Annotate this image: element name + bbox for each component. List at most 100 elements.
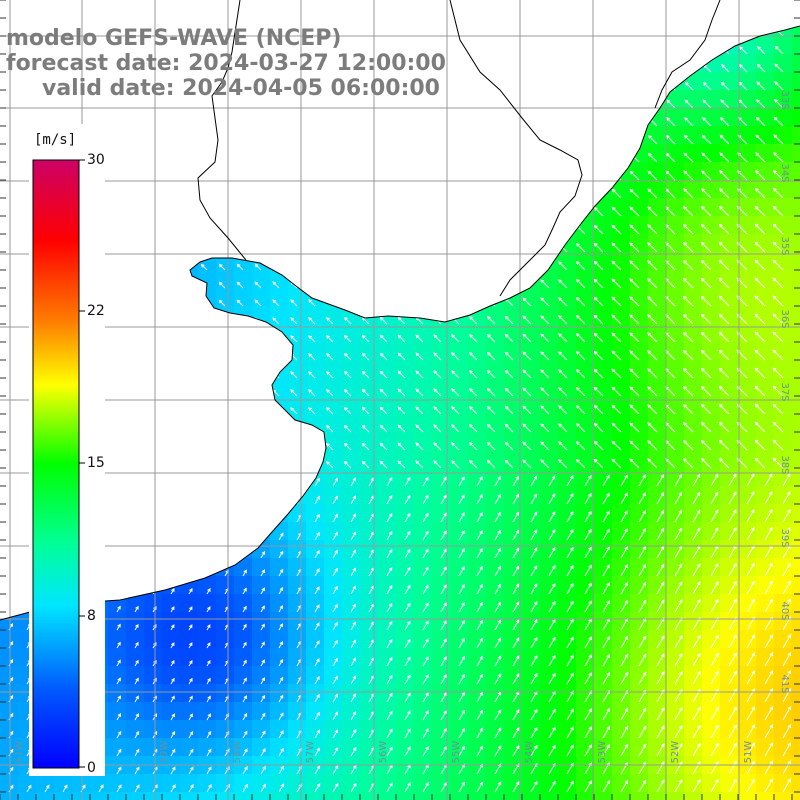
wind-arrow	[773, 134, 784, 145]
wind-speed-cell	[108, 108, 127, 127]
wind-arrow	[746, 473, 755, 487]
wind-arrow	[458, 709, 465, 721]
wind-speed-cell	[702, 378, 721, 397]
wind-speed-cell	[612, 180, 631, 199]
wind-speed-cell	[342, 180, 361, 199]
wind-speed-cell	[450, 576, 469, 595]
wind-speed-cell	[288, 594, 307, 613]
wind-speed-cell	[234, 396, 253, 415]
wind-arrow	[504, 333, 514, 343]
wind-arrow	[238, 13, 243, 18]
wind-speed-cell	[522, 774, 541, 793]
wind-speed-cell	[378, 450, 397, 469]
wind-speed-cell	[324, 684, 343, 703]
wind-speed-cell	[432, 468, 451, 487]
wind-speed-cell	[630, 90, 649, 109]
wind-speed-cell	[468, 702, 487, 721]
wind-speed-cell	[468, 432, 487, 451]
wind-arrow	[728, 706, 737, 721]
wind-arrow	[611, 368, 622, 379]
wind-speed-cell	[324, 342, 343, 361]
wind-arrow	[756, 63, 766, 73]
wind-arrow	[451, 388, 460, 397]
wind-speed-cell	[342, 414, 361, 433]
wind-speed-cell	[108, 666, 127, 685]
wind-speed-cell	[792, 360, 800, 379]
wind-arrow	[728, 688, 737, 703]
wind-arrow	[236, 299, 244, 307]
wind-speed-cell	[738, 378, 757, 397]
wind-arrow	[656, 563, 665, 577]
wind-speed-cell	[360, 144, 379, 163]
wind-speed-cell	[0, 504, 19, 523]
wind-speed-cell	[216, 198, 235, 217]
wind-speed-cell	[612, 468, 631, 487]
wind-arrow	[647, 422, 658, 433]
wind-speed-cell	[648, 612, 667, 631]
wind-speed-cell	[522, 162, 541, 181]
wind-arrow	[147, 138, 154, 145]
wind-speed-cell	[162, 648, 181, 667]
wind-speed-cell	[234, 684, 253, 703]
wind-speed-cell	[576, 378, 595, 397]
wind-speed-cell	[648, 594, 667, 613]
wind-arrow	[164, 245, 172, 253]
wind-speed-cell	[702, 594, 721, 613]
wind-arrow	[111, 120, 118, 127]
wind-arrow	[314, 568, 320, 577]
wind-speed-cell	[720, 792, 739, 800]
wind-arrow	[512, 673, 520, 685]
wind-speed-cell	[648, 54, 667, 73]
wind-speed-cell	[342, 198, 361, 217]
wind-arrow	[332, 782, 339, 793]
wind-speed-cell	[342, 216, 361, 235]
wind-speed-cell	[666, 108, 685, 127]
wind-speed-cell	[666, 666, 685, 685]
wind-speed-cell	[720, 540, 739, 559]
wind-speed-cell	[234, 378, 253, 397]
wind-arrow	[332, 711, 338, 721]
wind-speed-cell	[684, 36, 703, 55]
wind-speed-cell	[792, 180, 800, 199]
wind-arrow	[344, 137, 352, 145]
wind-arrow	[260, 659, 265, 667]
wind-arrow	[200, 263, 208, 271]
wind-speed-cell	[612, 684, 631, 703]
wind-arrow	[314, 783, 321, 793]
wind-arrow	[782, 580, 791, 595]
wind-speed-cell	[108, 630, 127, 649]
wind-arrow	[504, 459, 514, 469]
wind-arrow	[344, 173, 352, 181]
wind-arrow	[182, 245, 190, 253]
wind-speed-cell	[342, 468, 361, 487]
wind-arrow	[200, 425, 208, 433]
wind-speed-cell	[666, 540, 685, 559]
wind-arrow	[254, 227, 262, 235]
wind-speed-cell	[774, 180, 793, 199]
wind-arrow	[773, 116, 784, 127]
wind-arrow	[772, 367, 784, 379]
wind-speed-cell	[144, 342, 163, 361]
wind-speed-cell	[486, 432, 505, 451]
wind-arrow	[165, 192, 172, 199]
wind-arrow	[134, 533, 139, 541]
wind-speed-cell	[126, 306, 145, 325]
wind-speed-cell	[72, 108, 91, 127]
wind-speed-cell	[738, 576, 757, 595]
wind-arrow	[692, 599, 701, 613]
wind-speed-cell	[486, 594, 505, 613]
wind-arrow	[629, 458, 640, 469]
wind-arrow	[397, 460, 406, 469]
wind-arrow	[188, 730, 194, 739]
wind-speed-cell	[306, 576, 325, 595]
wind-arrow	[260, 677, 265, 685]
wind-arrow	[146, 461, 154, 469]
wind-arrow	[458, 494, 465, 505]
wind-arrow	[684, 99, 694, 109]
wind-arrow	[308, 443, 316, 451]
wind-speed-cell	[684, 432, 703, 451]
wind-speed-cell	[702, 576, 721, 595]
wind-speed-cell	[756, 450, 775, 469]
wind-arrow	[629, 368, 640, 379]
wind-speed-cell	[18, 792, 37, 800]
